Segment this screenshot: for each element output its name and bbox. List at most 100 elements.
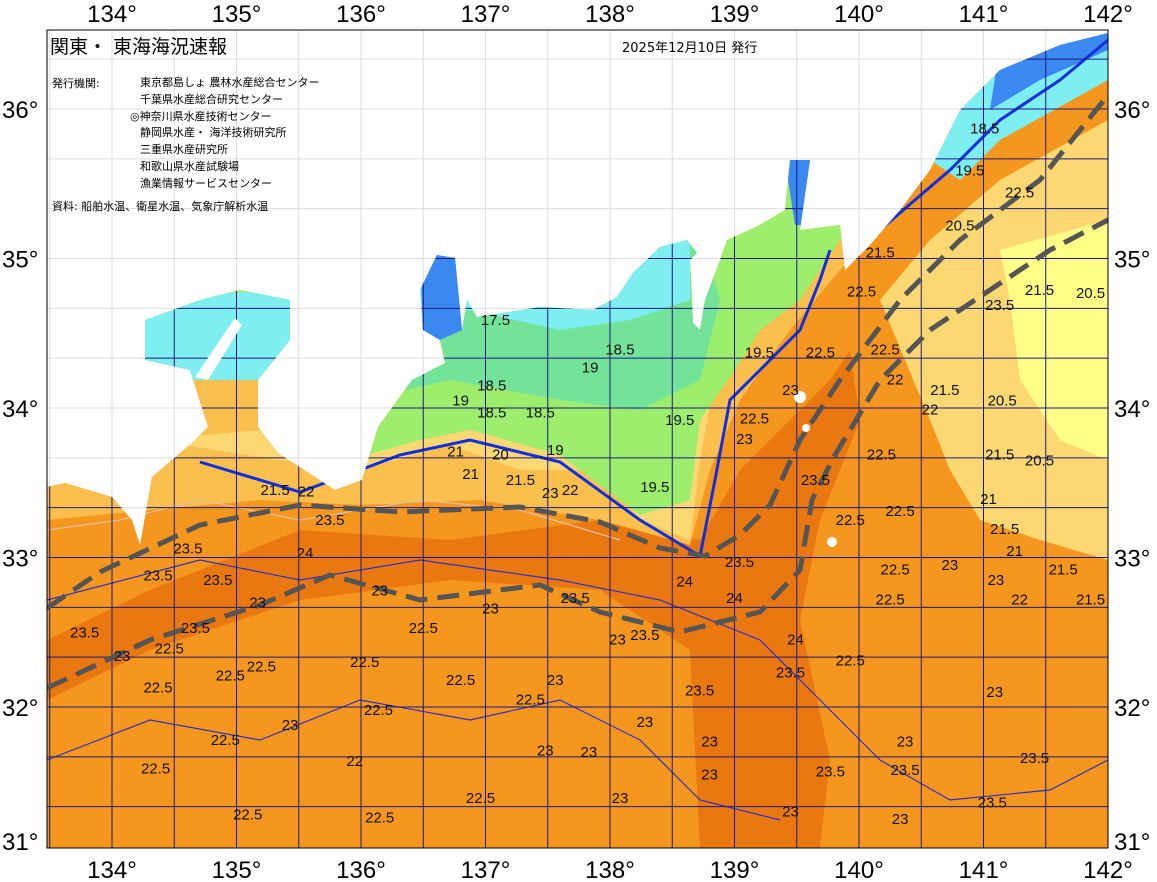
contour-label: 23 — [482, 600, 499, 617]
lon-tick-top: 139° — [710, 1, 760, 28]
contour-label: 21 — [1006, 543, 1023, 560]
publisher-item: 千葉県水産総合研究センター — [140, 92, 283, 106]
contour-label: 23 — [782, 804, 799, 821]
contour-label: 22 — [922, 401, 939, 418]
contour-label: 17.5 — [481, 312, 510, 329]
island — [802, 424, 810, 432]
lon-tick-top: 142° — [1083, 1, 1133, 28]
contour-label: 23 — [986, 684, 1003, 701]
contour-label: 23 — [612, 790, 629, 807]
contour-label: 23 — [701, 766, 718, 783]
contour-label: 22.5 — [409, 620, 438, 637]
contour-label: 21.5 — [866, 245, 895, 262]
contour-label: 23 — [609, 632, 626, 649]
publisher-item: ◎神奈川県水産技術センター — [130, 109, 272, 123]
island — [827, 537, 837, 547]
contour-label: 21.5 — [990, 521, 1019, 538]
contour-label: 22 — [1011, 591, 1028, 608]
contour-label: 23.5 — [181, 620, 210, 637]
contour-label: 23 — [897, 733, 914, 750]
isotherm-contour — [47, 559, 1108, 801]
lat-tick-left: 35° — [2, 247, 38, 274]
map-frame — [46, 29, 1109, 849]
contour-label: 18.5 — [526, 404, 555, 421]
publisher-label: 発行機関: — [52, 77, 100, 90]
lon-tick-bottom: 142° — [1083, 857, 1133, 882]
contour-label: 21.5 — [1025, 282, 1054, 299]
lat-tick-right: 32° — [1114, 695, 1150, 722]
lon-tick-top: 141° — [959, 1, 1009, 28]
contour-label: 22.5 — [881, 561, 910, 578]
kuroshio-axis-offshore — [47, 217, 1108, 691]
thermal-front-contour — [199, 38, 1108, 559]
lon-tick-bottom: 138° — [585, 857, 635, 882]
contour-label: 22.5 — [885, 503, 914, 520]
contour-label: 22 — [346, 753, 363, 770]
contour-label: 19.5 — [665, 412, 694, 429]
lon-tick-top: 135° — [212, 1, 262, 28]
isotherm-contour — [47, 699, 781, 821]
contour-label: 23.5 — [315, 512, 344, 529]
warm-core-band — [47, 350, 860, 848]
contour-label: 23 — [637, 714, 654, 731]
contour-label: 23.5 — [816, 763, 845, 780]
contour-label: 22.5 — [143, 680, 172, 697]
lon-tick-bottom: 141° — [959, 857, 1009, 882]
contour-label: 23.5 — [776, 665, 805, 682]
contour-label: 23.5 — [725, 554, 754, 571]
lon-tick-top: 138° — [585, 1, 635, 28]
contour-label: 21.5 — [930, 382, 959, 399]
contour-label: 19.5 — [640, 479, 669, 496]
lon-tick-bottom: 135° — [212, 857, 262, 882]
contour-label: 22.5 — [446, 672, 475, 689]
contour-label: 23.5 — [143, 567, 172, 584]
contour-label: 20.5 — [1025, 452, 1054, 469]
contour-label: 22.5 — [847, 283, 876, 300]
lat-tick-left: 31° — [2, 829, 38, 856]
contour-label: 19 — [582, 360, 599, 377]
contour-label: 23.5 — [1020, 750, 1049, 767]
contour-label: 23 — [114, 648, 131, 665]
contour-labels: 18.5 17.5 19 18.5 19 18.5 18.5 18.5 21 21 20 19 19.5… — [70, 120, 1105, 828]
contour-label: 21.5 — [1049, 561, 1078, 578]
ise-bay — [420, 250, 462, 340]
page-title: 関東・ 東海海況速報 — [50, 36, 228, 58]
contour-label: 23.5 — [890, 762, 919, 779]
issue-date: 2025年12月10日 発行 — [622, 41, 758, 56]
awaji-island — [195, 318, 242, 380]
contour-label: 23 — [942, 557, 959, 574]
contour-label: 24 — [676, 573, 693, 590]
lat-tick-right: 33° — [1114, 546, 1150, 573]
contour-label: 22.5 — [867, 446, 896, 463]
contour-label: 22.5 — [141, 760, 170, 777]
contour-label: 23.5 — [685, 683, 714, 700]
contour-label: 23 — [371, 582, 388, 599]
contour-label: 22.5 — [233, 807, 262, 824]
lon-tick-top: 137° — [461, 1, 511, 28]
contour-label: 22.5 — [155, 641, 184, 658]
contour-label: 22.5 — [211, 732, 240, 749]
contour-label: 22.5 — [1005, 185, 1034, 202]
lon-tick-bottom: 137° — [461, 857, 511, 882]
contour-label: 23 — [988, 572, 1005, 589]
kuroshio-axis-main — [47, 93, 1108, 611]
contour-label: 23 — [249, 594, 266, 611]
contour-label: 21 — [980, 491, 997, 508]
contour-label: 22 — [887, 372, 904, 389]
contour-label: 23 — [537, 742, 554, 759]
contour-label: 21.5 — [260, 482, 289, 499]
contour-label: 24 — [297, 545, 314, 562]
contour-label: 22 — [298, 484, 315, 501]
contour-label: 22.5 — [466, 790, 495, 807]
contour-label: 23.5 — [203, 572, 232, 589]
contour-label: 22.5 — [836, 653, 865, 670]
contour-label: 19.5 — [745, 345, 774, 362]
contour-label: 23.5 — [173, 541, 202, 558]
contour-label: 18.5 — [477, 378, 506, 395]
contour-label: 19.5 — [955, 162, 984, 179]
lon-tick-bottom: 134° — [87, 857, 137, 882]
contour-label: 23.5 — [985, 297, 1014, 314]
contour-label: 18.5 — [477, 404, 506, 421]
publisher-list: 東京都島しょ 農林水産総合センター 千葉県水産総合研究センター ◎神奈川県水産技… — [130, 75, 320, 193]
